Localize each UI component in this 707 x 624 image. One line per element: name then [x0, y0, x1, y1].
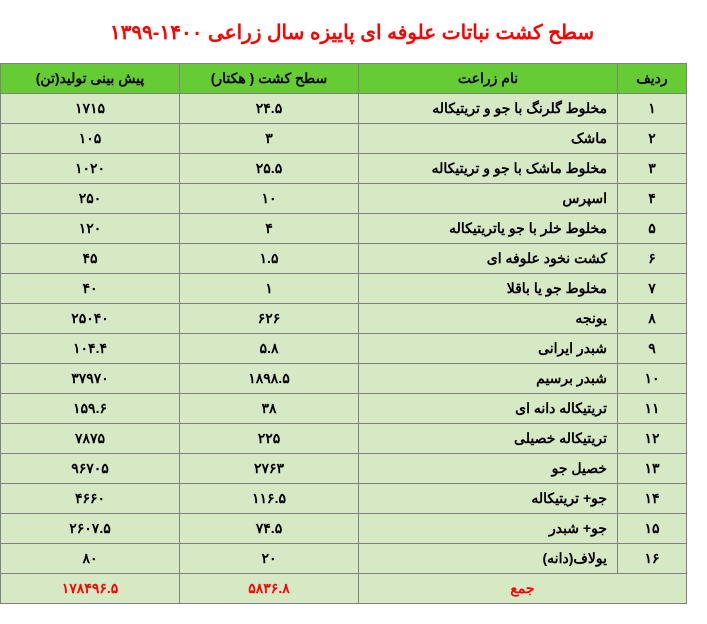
cell-name: ماشک: [359, 124, 618, 154]
total-production: ۱۷۸۴۹۶.۵: [1, 574, 180, 604]
cell-production: ۹۶۷۰۵: [1, 454, 180, 484]
cell-production: ۷۸۷۵: [1, 424, 180, 454]
cell-name: تریتیکاله دانه ای: [359, 394, 618, 424]
cell-area: ۱۰: [180, 184, 359, 214]
cell-index: ۱۴: [618, 484, 687, 514]
cell-area: ۲۲۵: [180, 424, 359, 454]
cell-index: ۱۳: [618, 454, 687, 484]
cell-area: ۳: [180, 124, 359, 154]
cell-name: تریتیکاله خصیلی: [359, 424, 618, 454]
total-area: ۵۸۳۶.۸: [180, 574, 359, 604]
cell-production: ۱۷۱۵: [1, 94, 180, 124]
cell-production: ۲۵۰۴۰: [1, 304, 180, 334]
cell-production: ۱۲۰: [1, 214, 180, 244]
cell-production: ۳۷۹۷۰: [1, 364, 180, 394]
cell-name: جو+ شبدر: [359, 514, 618, 544]
cell-index: ۹: [618, 334, 687, 364]
table-row: ۱۵جو+ شبدر۷۴.۵۲۶۰۷.۵: [1, 514, 687, 544]
cell-index: ۸: [618, 304, 687, 334]
table-row: ۱۱تریتیکاله دانه ای۳۸۱۵۹.۶: [1, 394, 687, 424]
cell-name: جو+ تریتیکاله: [359, 484, 618, 514]
cell-area: ۱۸۹۸.۵: [180, 364, 359, 394]
cell-production: ۲۶۰۷.۵: [1, 514, 180, 544]
cell-name: اسپرس: [359, 184, 618, 214]
cell-index: ۱۲: [618, 424, 687, 454]
col-name: نام زراعت: [359, 64, 618, 94]
cell-area: ۲۷۶۳: [180, 454, 359, 484]
cell-area: ۳۸: [180, 394, 359, 424]
table-row: ۱۴جو+ تریتیکاله۱۱۶.۵۴۶۶۰: [1, 484, 687, 514]
cell-name: کشت نخود علوفه ای: [359, 244, 618, 274]
page-title: سطح کشت نباتات علوفه ای پاییزه سال زراعی…: [17, 20, 687, 45]
cell-name: مخلوط جو یا باقلا: [359, 274, 618, 304]
cell-production: ۱۵۹.۶: [1, 394, 180, 424]
cell-area: ۶۲۶: [180, 304, 359, 334]
cell-name: مخلوط خلر با جو یاتریتیکاله: [359, 214, 618, 244]
cell-name: خصیل جو: [359, 454, 618, 484]
table-row: ۸یونجه۶۲۶۲۵۰۴۰: [1, 304, 687, 334]
cell-area: ۲۴.۵: [180, 94, 359, 124]
cell-name: شبدر ایرانی: [359, 334, 618, 364]
table-row: ۱۶یولاف(دانه)۲۰۸۰: [1, 544, 687, 574]
cell-area: ۱: [180, 274, 359, 304]
col-area: سطح کشت ( هکتار): [180, 64, 359, 94]
table-header-row: ردیف نام زراعت سطح کشت ( هکتار) پیش بینی…: [1, 64, 687, 94]
total-label: جمع: [359, 574, 687, 604]
cell-index: ۱۱: [618, 394, 687, 424]
cell-index: ۱۶: [618, 544, 687, 574]
col-production: پیش بینی تولید(تن): [1, 64, 180, 94]
cell-name: مخلوط ماشک با جو و تریتیکاله: [359, 154, 618, 184]
table-total-row: جمع ۵۸۳۶.۸ ۱۷۸۴۹۶.۵: [1, 574, 687, 604]
cell-index: ۱: [618, 94, 687, 124]
cell-production: ۴۵: [1, 244, 180, 274]
cell-area: ۱.۵: [180, 244, 359, 274]
cell-production: ۴۰: [1, 274, 180, 304]
cell-production: ۲۵۰: [1, 184, 180, 214]
col-index: ردیف: [618, 64, 687, 94]
cell-production: ۱۰۲۰: [1, 154, 180, 184]
table-row: ۲ماشک۳۱۰۵: [1, 124, 687, 154]
page-container: سطح کشت نباتات علوفه ای پاییزه سال زراعی…: [17, 20, 687, 604]
cell-name: شبدر برسیم: [359, 364, 618, 394]
table-row: ۴اسپرس۱۰۲۵۰: [1, 184, 687, 214]
cell-name: مخلوط گلرنگ با جو و تریتیکاله: [359, 94, 618, 124]
cell-area: ۱۱۶.۵: [180, 484, 359, 514]
cell-area: ۴: [180, 214, 359, 244]
cell-index: ۲: [618, 124, 687, 154]
cell-area: ۷۴.۵: [180, 514, 359, 544]
table-row: ۹شبدر ایرانی۵.۸۱۰۴.۴: [1, 334, 687, 364]
table-row: ۱۰شبدر برسیم۱۸۹۸.۵۳۷۹۷۰: [1, 364, 687, 394]
cell-index: ۴: [618, 184, 687, 214]
table-row: ۷مخلوط جو یا باقلا۱۴۰: [1, 274, 687, 304]
cell-index: ۳: [618, 154, 687, 184]
cell-production: ۱۰۵: [1, 124, 180, 154]
cell-index: ۱۰: [618, 364, 687, 394]
table-row: ۱۳خصیل جو۲۷۶۳۹۶۷۰۵: [1, 454, 687, 484]
cell-index: ۶: [618, 244, 687, 274]
table-row: ۵مخلوط خلر با جو یاتریتیکاله۴۱۲۰: [1, 214, 687, 244]
cell-name: یولاف(دانه): [359, 544, 618, 574]
cell-production: ۱۰۴.۴: [1, 334, 180, 364]
cell-area: ۵.۸: [180, 334, 359, 364]
cell-production: ۸۰: [1, 544, 180, 574]
table-row: ۳مخلوط ماشک با جو و تریتیکاله۲۵.۵۱۰۲۰: [1, 154, 687, 184]
cell-index: ۱۵: [618, 514, 687, 544]
cell-area: ۲۰: [180, 544, 359, 574]
table-row: ۱مخلوط گلرنگ با جو و تریتیکاله۲۴.۵۱۷۱۵: [1, 94, 687, 124]
table-row: ۱۲تریتیکاله خصیلی۲۲۵۷۸۷۵: [1, 424, 687, 454]
cell-name: یونجه: [359, 304, 618, 334]
table-row: ۶کشت نخود علوفه ای۱.۵۴۵: [1, 244, 687, 274]
cell-index: ۵: [618, 214, 687, 244]
cell-production: ۴۶۶۰: [1, 484, 180, 514]
cell-index: ۷: [618, 274, 687, 304]
crops-table: ردیف نام زراعت سطح کشت ( هکتار) پیش بینی…: [0, 63, 687, 604]
cell-area: ۲۵.۵: [180, 154, 359, 184]
